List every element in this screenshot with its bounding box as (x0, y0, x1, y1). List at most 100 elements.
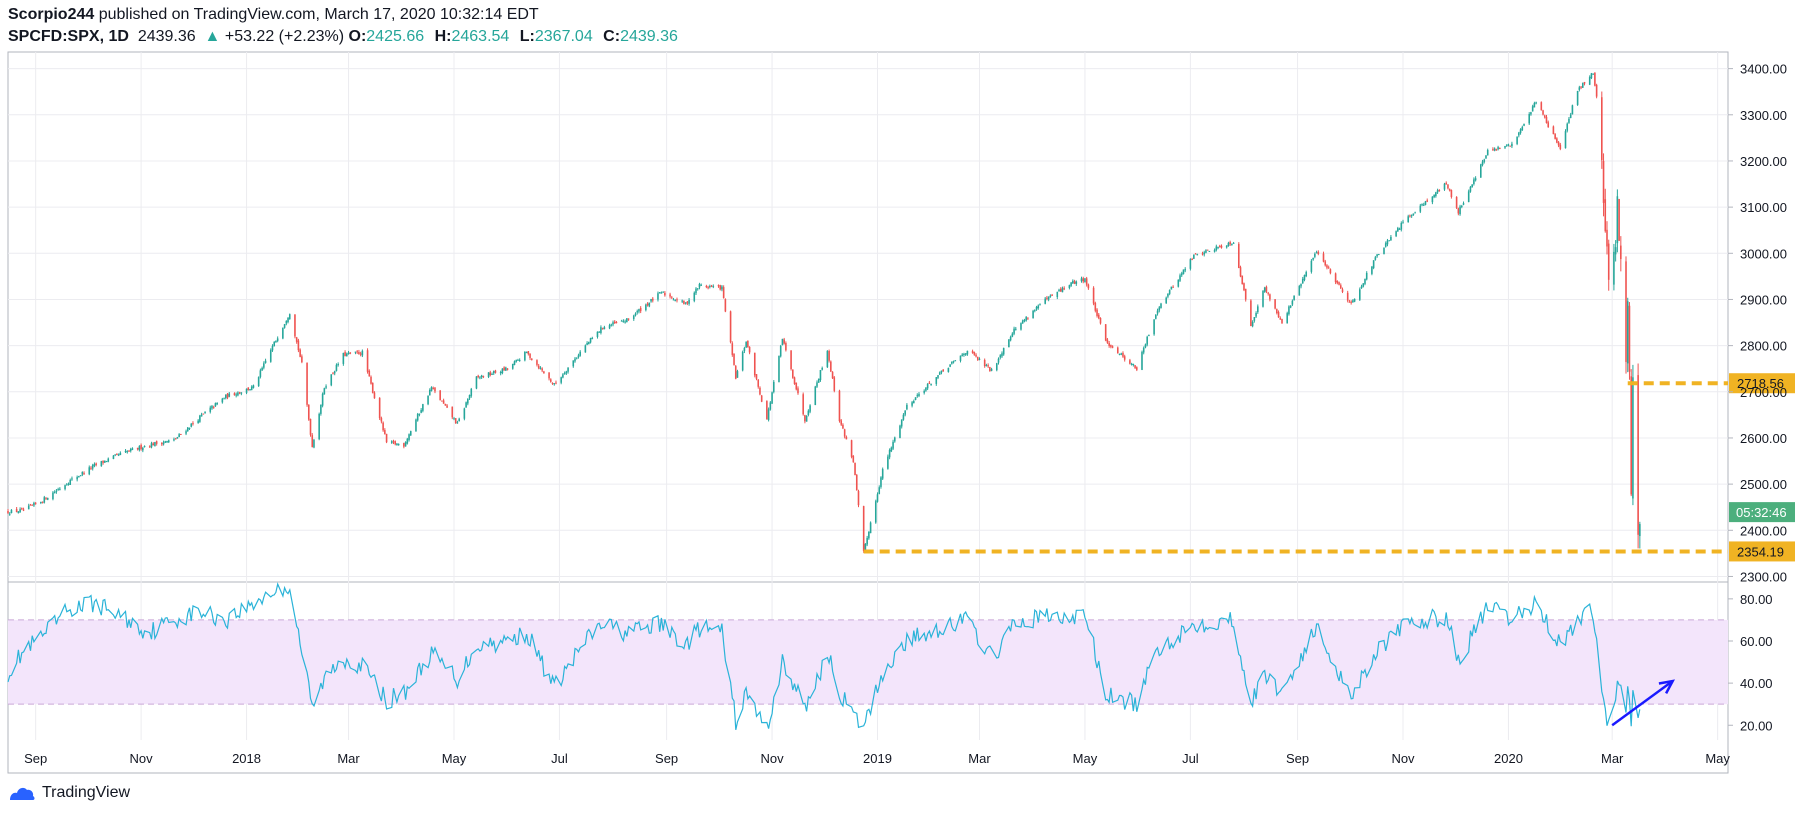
rsi-tick-label: 80.00 (1740, 592, 1773, 607)
candle-body (309, 418, 312, 435)
candle-body (676, 299, 678, 301)
candle-body (1158, 307, 1161, 311)
candle-body (1334, 273, 1337, 283)
candle-body (1099, 317, 1102, 324)
candle-body (1084, 278, 1086, 283)
candle-body (1409, 215, 1411, 217)
candle-body (188, 428, 191, 430)
candle-body (1082, 278, 1085, 282)
trend-arrow[interactable] (1611, 679, 1676, 727)
candle-body (1142, 347, 1145, 353)
candle-body (817, 378, 820, 383)
candle-body (140, 444, 142, 450)
symbol-name[interactable]: SPCFD:SPX, 1D (8, 28, 129, 45)
candle-body (525, 352, 528, 354)
candle-body (41, 501, 44, 503)
candle-body (657, 293, 659, 300)
candle-body (724, 299, 727, 312)
candle-body (816, 382, 818, 387)
candle-body (947, 367, 950, 372)
candle-body (1189, 259, 1192, 269)
candle-body (973, 352, 976, 355)
candle-body (1578, 87, 1581, 90)
candle-body (893, 437, 896, 442)
candle-body (766, 401, 768, 420)
candle-body (1592, 73, 1594, 75)
candle-body (1191, 259, 1193, 261)
candle-body (809, 405, 811, 412)
candle-body (178, 434, 180, 438)
candle-body (1130, 363, 1133, 365)
candle-body (669, 294, 671, 297)
candle-body (1571, 105, 1574, 115)
candle-body (1220, 245, 1223, 248)
candle-body (505, 367, 507, 371)
candle-body (536, 360, 538, 365)
candle-body (987, 365, 989, 367)
candle-body (1300, 284, 1302, 287)
trend-arrow-head[interactable] (1658, 679, 1676, 694)
candle-body (173, 439, 175, 441)
x-tick-label: Mar (337, 751, 360, 766)
candle-body (240, 392, 243, 394)
candle-body (1008, 339, 1010, 348)
candle-body (517, 359, 519, 361)
candle-body (453, 418, 455, 420)
candle-body (878, 487, 881, 494)
candle-body (394, 441, 397, 445)
candle-body (1616, 196, 1619, 244)
candle-body (489, 372, 492, 375)
low-label: L: (519, 28, 535, 45)
candle-body (53, 492, 56, 494)
candle-body (778, 356, 780, 383)
candle-body (1243, 283, 1245, 291)
candle-body (1528, 114, 1531, 124)
candle-body (672, 299, 675, 301)
candle-body (600, 327, 602, 333)
candle-body (802, 394, 804, 415)
trend-arrow-line[interactable] (1611, 680, 1674, 727)
candle-body (926, 383, 929, 389)
author-name[interactable]: Scorpio244 (8, 6, 95, 23)
y-tick-label: 3300.00 (1740, 108, 1787, 123)
candle-body (603, 327, 606, 330)
candle-body (1422, 204, 1425, 206)
main-pane-frame[interactable] (7, 51, 1729, 583)
footer-brand[interactable]: TradingView (8, 784, 130, 802)
rsi-line (7, 582, 1641, 731)
candle-body (166, 440, 168, 443)
candle-body (1155, 314, 1157, 319)
x-tick-label: Mar (1601, 751, 1624, 766)
candle-body (8, 513, 11, 515)
candle-body (378, 397, 381, 419)
rsi-band (8, 619, 1728, 705)
candle-body (392, 441, 395, 443)
candle-body (209, 407, 212, 412)
x-tick-label: 2019 (863, 751, 892, 766)
candle-body (574, 358, 576, 362)
candle-body (705, 286, 708, 288)
horizontal-lines[interactable]: 2718.56 2354.19 (863, 373, 1795, 562)
candle-body (105, 461, 108, 463)
candle-body (736, 371, 739, 378)
publish-info: Scorpio244 published on TradingView.com,… (8, 4, 684, 26)
candle-body (1509, 145, 1511, 147)
candle-body (769, 402, 772, 410)
candle-body (1123, 356, 1126, 360)
candle-body (949, 364, 951, 367)
high-value: 2463.54 (451, 28, 510, 45)
candle-body (404, 442, 407, 447)
candle-body (43, 497, 46, 503)
candle-body (1072, 280, 1074, 284)
candle-body (1170, 286, 1173, 290)
publish-text: published on TradingView.com, March 17, … (94, 6, 539, 23)
candle-body (551, 383, 554, 385)
candle-body (906, 404, 908, 410)
candle-body (128, 450, 130, 452)
candle-body (503, 367, 505, 371)
candle-body (225, 394, 227, 399)
candle-body (553, 383, 556, 385)
candle-body (1231, 244, 1233, 246)
candle-body (468, 395, 471, 399)
